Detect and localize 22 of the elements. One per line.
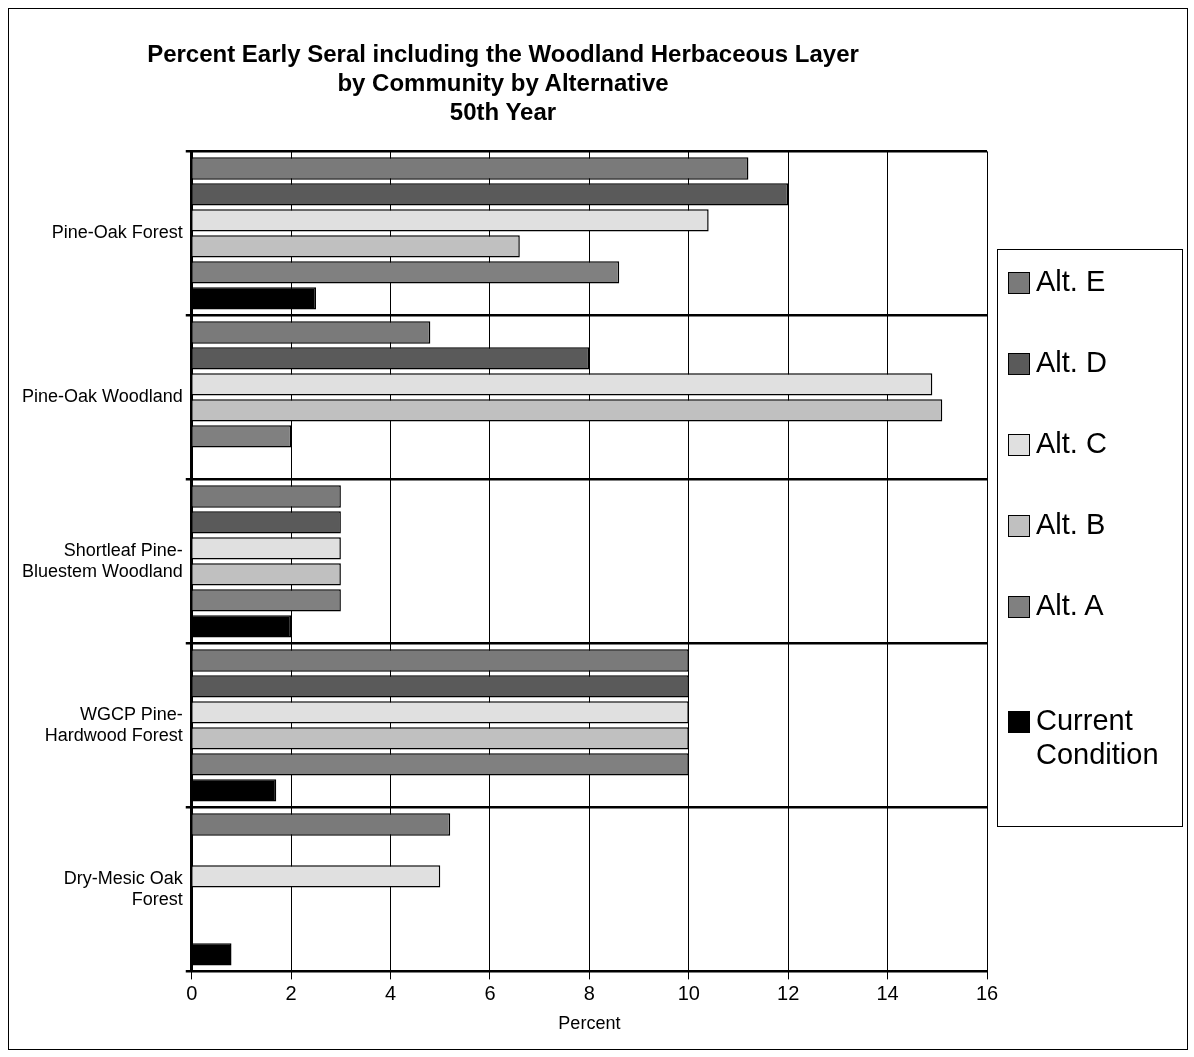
chart-title: Percent Early Seral including the Woodland Herbaceous Layer by Community by Alternative 50th Year <box>147 40 859 125</box>
x-tick-label: 6 <box>484 981 496 1004</box>
x-axis-title: Percent <box>558 1013 621 1034</box>
x-tick-label: 16 <box>975 981 999 1004</box>
x-tick-label: 0 <box>186 981 198 1004</box>
legend-label: Alt. D <box>1036 345 1107 379</box>
y-tick-label: Pine-Oak Forest <box>51 222 183 243</box>
y-tick-label: Pine-Oak Woodland <box>22 386 183 407</box>
y-tick-label: WGCP Pine- Hardwood Forest <box>44 703 183 746</box>
legend-label: Alt. C <box>1036 426 1107 460</box>
legend-label: Alt. A <box>1036 588 1104 622</box>
legend-label: Alt. B <box>1036 507 1106 541</box>
legend-label: Alt. E <box>1036 264 1106 298</box>
x-tick-label: 2 <box>285 981 297 1004</box>
x-tick-label: 4 <box>385 981 397 1004</box>
x-tick-label: 8 <box>583 981 595 1004</box>
x-tick-label: 14 <box>876 981 899 1004</box>
x-tick-label: 12 <box>777 981 800 1004</box>
legend-label: Current Condition <box>1036 703 1160 771</box>
x-tick-label: 10 <box>677 981 700 1004</box>
y-tick-label: Dry-Mesic Oak Forest <box>63 867 184 910</box>
y-tick-label: Shortleaf Pine- Bluestem Woodland <box>22 539 183 582</box>
